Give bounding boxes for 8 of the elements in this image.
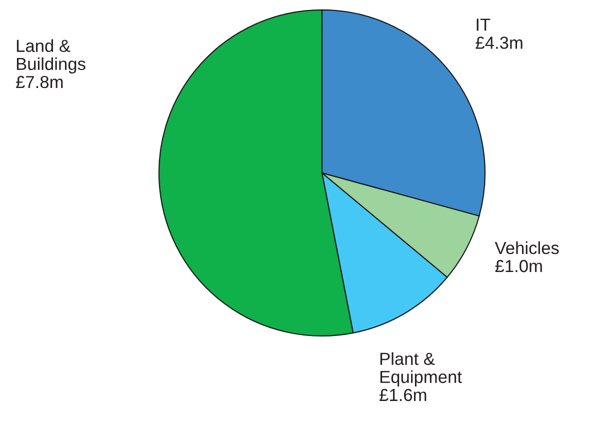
data-label: £7.8m <box>16 76 63 88</box>
slice-label: Land & Buildings <box>16 39 86 74</box>
data-label: £4.3m <box>476 36 522 49</box>
slice-label: Plant & Equipment <box>380 352 462 387</box>
data-label: £1.6m <box>380 388 426 402</box>
slice-label: IT <box>476 18 490 31</box>
data-label: £1.0m <box>495 260 542 272</box>
slice-label: Vehicles <box>494 241 559 254</box>
